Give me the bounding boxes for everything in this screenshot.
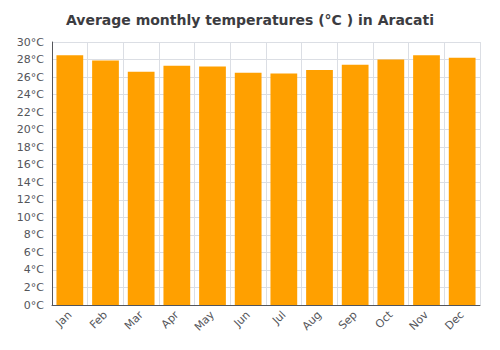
svg-text:Oct: Oct: [373, 308, 396, 331]
svg-text:Sep: Sep: [336, 308, 360, 332]
svg-text:26°C: 26°C: [17, 71, 44, 84]
svg-text:0°C: 0°C: [24, 299, 44, 312]
svg-text:Aug: Aug: [300, 308, 324, 332]
svg-text:6°C: 6°C: [24, 246, 44, 259]
svg-text:Jul: Jul: [269, 308, 288, 327]
svg-text:10°C: 10°C: [17, 211, 44, 224]
svg-text:14°C: 14°C: [17, 176, 44, 189]
svg-text:2°C: 2°C: [24, 281, 44, 294]
svg-text:Dec: Dec: [443, 308, 467, 332]
svg-text:30°C: 30°C: [17, 36, 44, 49]
svg-text:Apr: Apr: [159, 308, 182, 331]
svg-text:28°C: 28°C: [17, 53, 44, 66]
svg-text:4°C: 4°C: [24, 263, 44, 276]
svg-text:20°C: 20°C: [17, 123, 44, 136]
svg-text:12°C: 12°C: [17, 193, 44, 206]
svg-text:Feb: Feb: [87, 308, 110, 331]
svg-text:Nov: Nov: [407, 308, 432, 333]
svg-text:18°C: 18°C: [17, 141, 44, 154]
svg-text:May: May: [192, 308, 218, 334]
svg-text:Jan: Jan: [53, 308, 75, 330]
svg-text:22°C: 22°C: [17, 106, 44, 119]
svg-text:16°C: 16°C: [17, 158, 44, 171]
svg-text:Average monthly temperatures (: Average monthly temperatures (°C ) in Ar…: [66, 12, 434, 28]
svg-text:Mar: Mar: [122, 308, 146, 332]
svg-text:Jun: Jun: [231, 308, 253, 330]
svg-text:24°C: 24°C: [17, 88, 44, 101]
svg-text:8°C: 8°C: [24, 228, 44, 241]
